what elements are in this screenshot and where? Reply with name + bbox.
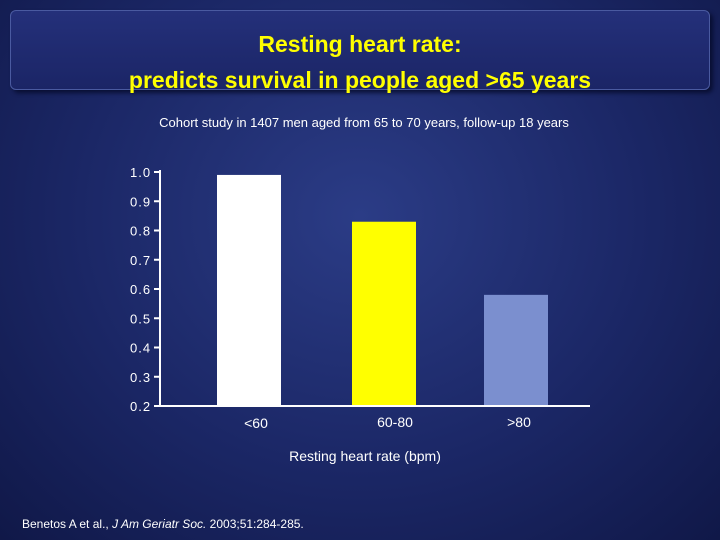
y-tick-label-8: 0.3	[130, 370, 151, 385]
bar-3	[484, 294, 548, 406]
citation-journal: J Am Geriatr Soc.	[112, 517, 207, 531]
y-tick-label-5: 0.6	[130, 282, 151, 297]
x-category-label-3: >80	[507, 414, 531, 430]
y-tick-label-1: 1.0	[130, 165, 151, 180]
study-subtitle: Cohort study in 1407 men aged from 65 to…	[159, 115, 569, 130]
bar-2	[352, 221, 416, 406]
y-tick-label-4: 0.7	[130, 253, 151, 268]
slide-title-line-2: predicts survival in people aged >65 yea…	[128, 67, 592, 93]
x-axis-label: Resting heart rate (bpm)	[289, 448, 441, 464]
y-tick-label-3: 0.8	[130, 224, 151, 239]
slide-title-line-1: Resting heart rate:	[258, 31, 462, 57]
x-category-label-1: <60	[244, 415, 268, 431]
citation: Benetos A et al., J Am Geriatr Soc. 2003…	[22, 517, 304, 531]
y-tick-label-2: 0.9	[130, 194, 151, 209]
citation-details: 2003;51:284-285.	[209, 517, 304, 531]
title-box: Resting heart rate: predicts survival in…	[10, 10, 710, 93]
y-tick-label-6: 0.5	[130, 311, 151, 326]
y-tick-label-7: 0.4	[130, 341, 151, 356]
x-category-label-2: 60-80	[377, 414, 413, 430]
bar-1	[217, 174, 281, 406]
citation-authors: Benetos A et al.,	[22, 517, 109, 531]
y-tick-label-9: 0.2	[130, 399, 151, 414]
